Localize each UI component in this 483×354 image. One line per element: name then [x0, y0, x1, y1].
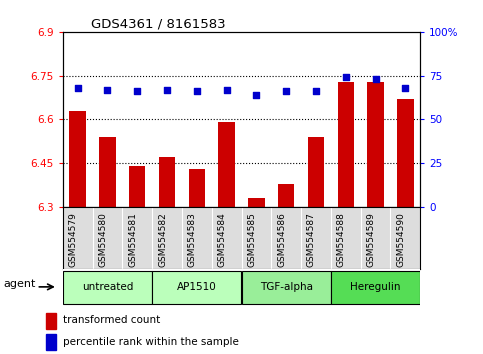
Text: GSM554589: GSM554589: [367, 212, 376, 267]
Bar: [397, 99, 413, 207]
Text: GSM554586: GSM554586: [277, 212, 286, 267]
Text: GSM554584: GSM554584: [218, 212, 227, 267]
Text: transformed count: transformed count: [63, 315, 161, 325]
Bar: [46, 313, 56, 329]
Text: AP1510: AP1510: [177, 282, 217, 292]
Point: [282, 88, 290, 94]
Bar: [63, 271, 152, 304]
Point: [74, 85, 82, 91]
Bar: [152, 271, 242, 304]
Bar: [99, 137, 115, 207]
Text: GSM554581: GSM554581: [128, 212, 137, 267]
Point: [342, 75, 350, 80]
Point: [104, 87, 112, 92]
Point: [401, 85, 409, 91]
Bar: [278, 184, 294, 207]
Point: [372, 76, 380, 82]
Bar: [308, 137, 324, 207]
Text: GSM554580: GSM554580: [99, 212, 108, 267]
Text: Heregulin: Heregulin: [350, 282, 401, 292]
Text: agent: agent: [3, 279, 36, 289]
Bar: [368, 81, 384, 207]
Text: percentile rank within the sample: percentile rank within the sample: [63, 337, 239, 347]
Point: [312, 88, 320, 94]
Text: GSM554587: GSM554587: [307, 212, 316, 267]
Point: [223, 87, 230, 92]
Text: GSM554588: GSM554588: [337, 212, 346, 267]
Text: untreated: untreated: [82, 282, 133, 292]
Text: GSM554583: GSM554583: [188, 212, 197, 267]
Bar: [189, 169, 205, 207]
Text: GSM554579: GSM554579: [69, 212, 78, 267]
Bar: [242, 271, 331, 304]
Text: GSM554585: GSM554585: [247, 212, 256, 267]
Text: GSM554590: GSM554590: [397, 212, 405, 267]
Bar: [159, 158, 175, 207]
Text: GDS4361 / 8161583: GDS4361 / 8161583: [91, 18, 226, 31]
Bar: [331, 271, 420, 304]
Point: [163, 87, 171, 92]
Point: [193, 88, 201, 94]
Bar: [70, 111, 86, 207]
Bar: [46, 334, 56, 350]
Text: GSM554582: GSM554582: [158, 212, 167, 267]
Point: [253, 92, 260, 98]
Text: TGF-alpha: TGF-alpha: [260, 282, 313, 292]
Bar: [338, 81, 354, 207]
Bar: [248, 198, 265, 207]
Bar: [129, 166, 145, 207]
Bar: [218, 122, 235, 207]
Point: [133, 88, 141, 94]
